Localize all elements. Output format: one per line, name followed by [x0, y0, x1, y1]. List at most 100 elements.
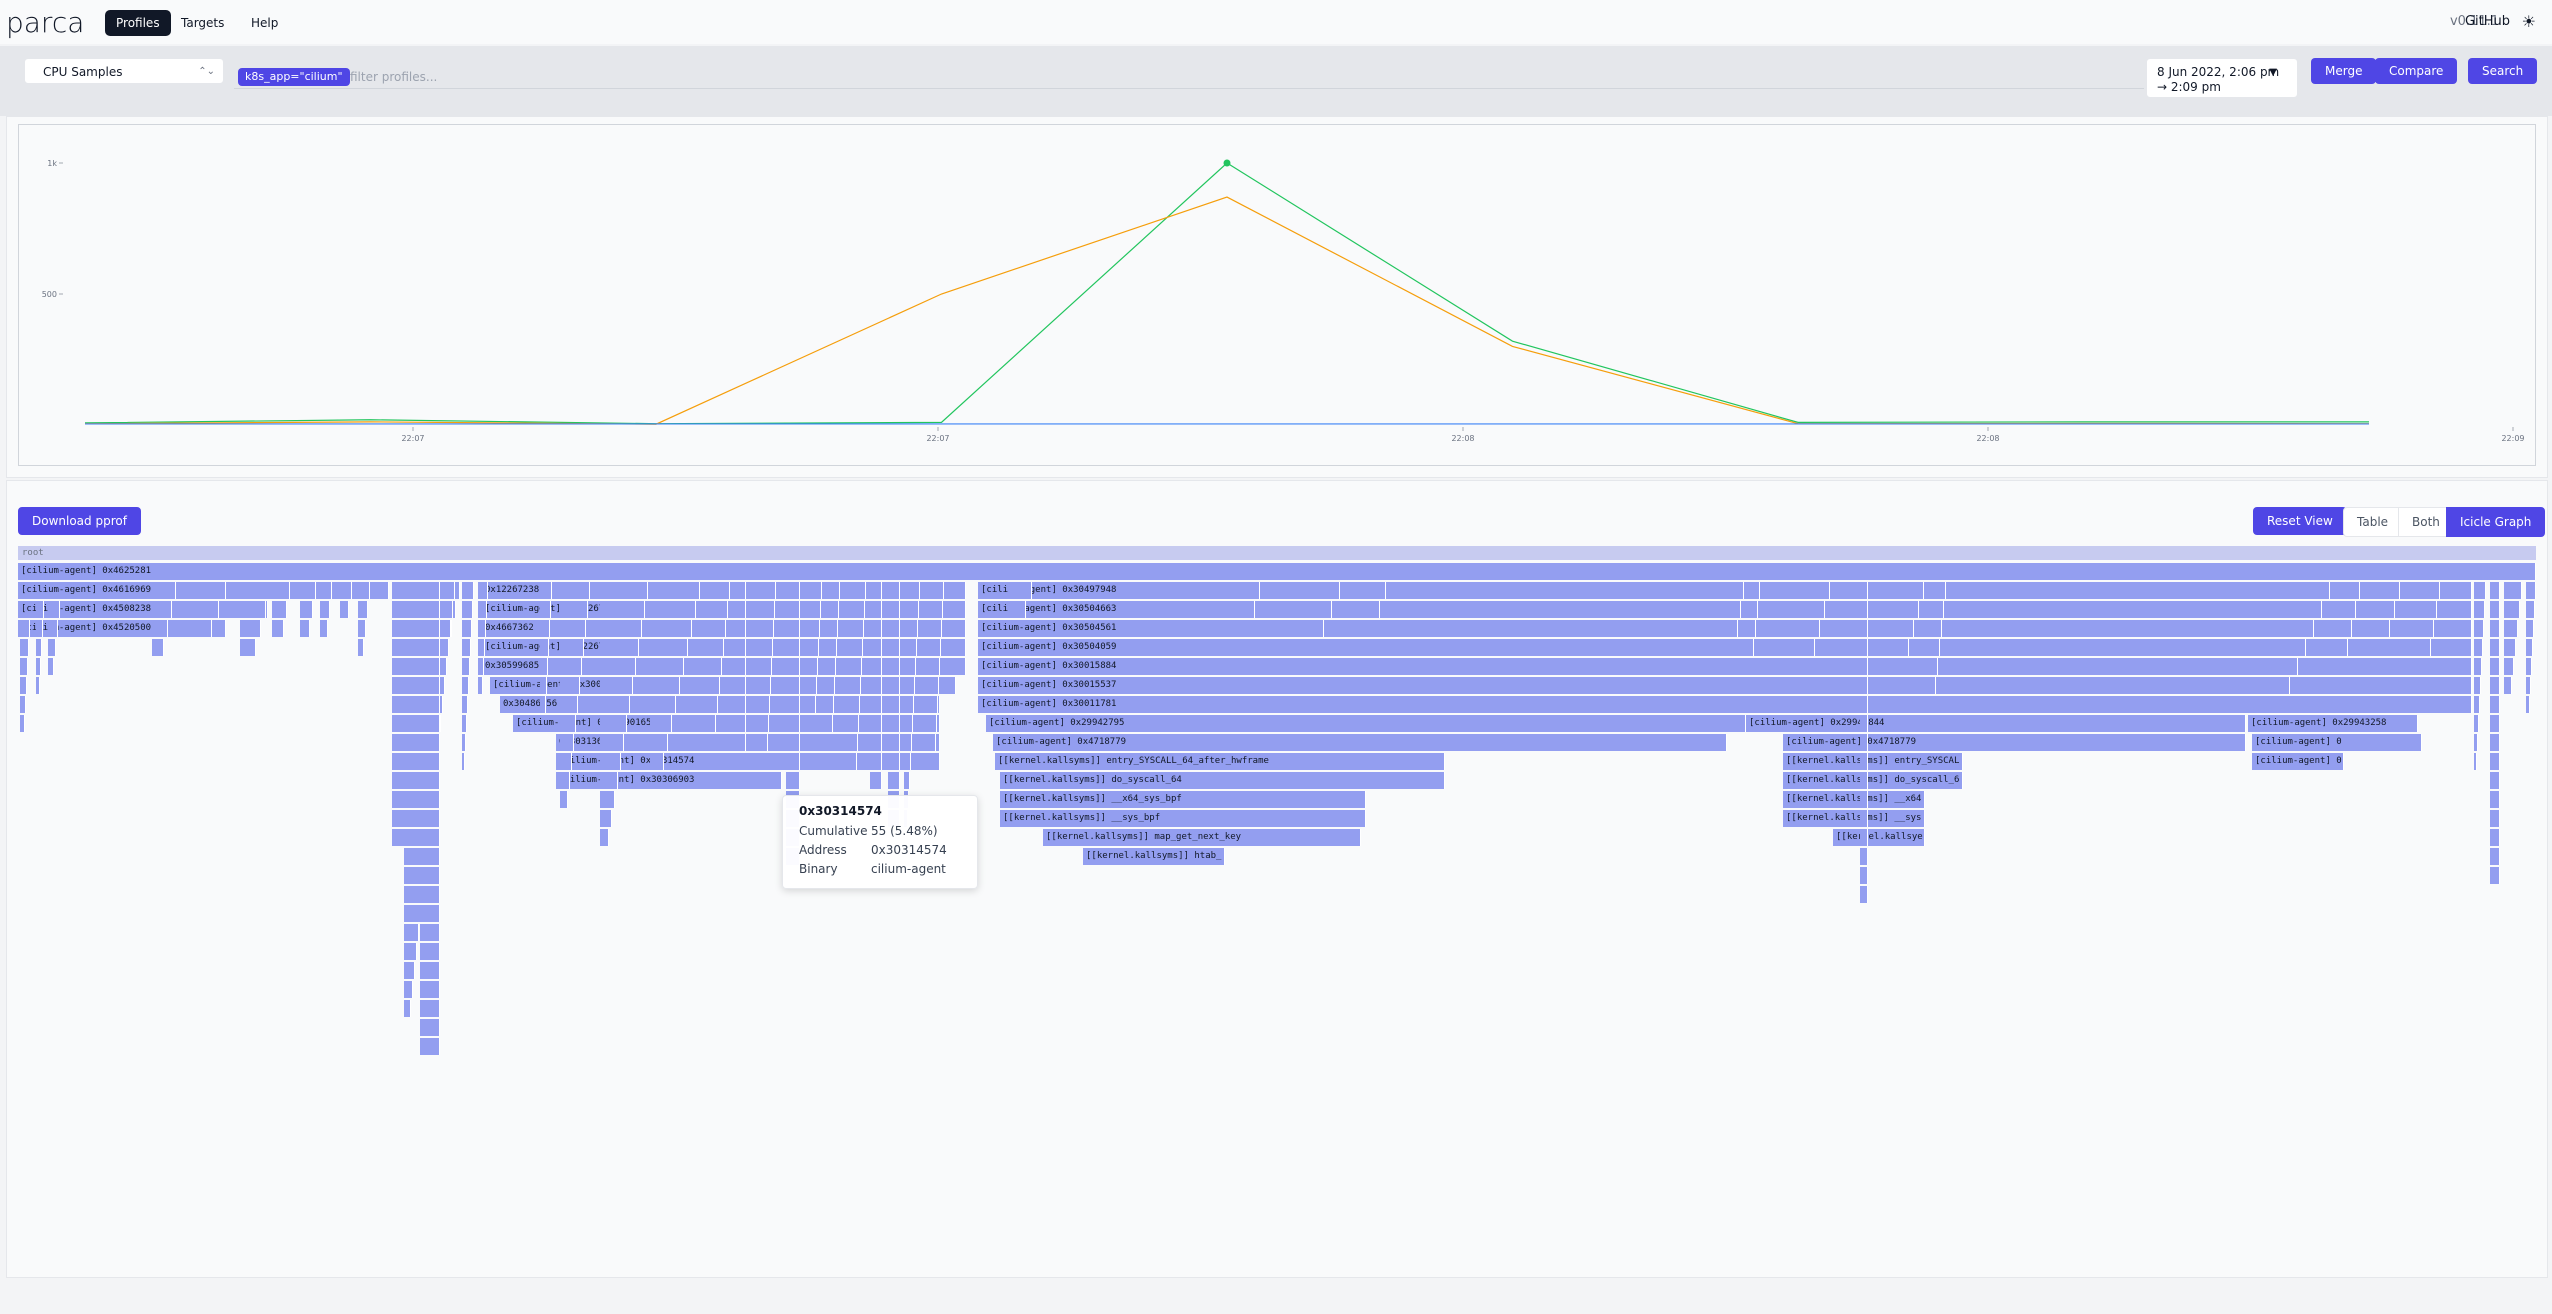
flame-frame-small[interactable]	[846, 601, 865, 618]
flame-frame-small[interactable]	[600, 772, 618, 789]
flame-frame-small[interactable]	[20, 658, 28, 675]
flame-frame-small[interactable]	[1930, 639, 1940, 656]
flame-frame-small[interactable]	[650, 734, 668, 751]
flame-frame[interactable]: [cilium-agent] 0x30011781	[978, 696, 2472, 713]
flame-frame-small[interactable]	[786, 601, 800, 618]
flame-frame-small[interactable]	[786, 715, 800, 732]
flame-frame-small[interactable]	[420, 772, 440, 789]
flame-frame-small[interactable]	[404, 905, 421, 922]
flame-frame-small[interactable]	[420, 1019, 440, 1036]
flame-frame-small[interactable]	[904, 696, 914, 713]
flame-frame-small[interactable]	[560, 715, 576, 732]
flame-frame-small[interactable]	[846, 715, 859, 732]
flame-frame-small[interactable]	[36, 620, 43, 637]
flame-frame-small[interactable]	[2336, 601, 2356, 618]
flame-frame-small[interactable]	[48, 620, 58, 637]
flame-frame-small[interactable]	[420, 1000, 440, 1017]
flame-frame-small[interactable]	[600, 791, 615, 808]
flame-frame-small[interactable]	[2504, 677, 2512, 694]
flame-frame-small[interactable]	[420, 620, 440, 637]
flame-frame-small[interactable]	[600, 601, 645, 618]
flame-frame-small[interactable]	[420, 658, 440, 675]
flame-frame-small[interactable]	[2526, 696, 2530, 713]
flame-frame-small[interactable]	[2474, 658, 2482, 675]
flame-frame-small[interactable]	[540, 658, 548, 675]
flame-frame-small[interactable]	[2336, 582, 2360, 599]
flame-frame-small[interactable]	[888, 639, 900, 656]
flame-frame-small[interactable]	[272, 601, 287, 618]
flame-frame-small[interactable]	[1860, 677, 1868, 694]
flame-frame-small[interactable]	[420, 696, 440, 713]
flame-frame-small[interactable]	[930, 639, 941, 656]
flame-frame-small[interactable]	[812, 677, 817, 694]
flame-frame-small[interactable]	[240, 620, 261, 637]
flame-frame-small[interactable]	[736, 582, 746, 599]
flame-frame-small[interactable]	[704, 715, 716, 732]
flame-frame-small[interactable]	[1860, 696, 1868, 713]
flame-frame-small[interactable]	[420, 829, 440, 846]
flame-frame-small[interactable]	[560, 696, 578, 713]
flame-frame-small[interactable]	[2490, 829, 2500, 846]
flame-frame-small[interactable]	[190, 582, 226, 599]
flame-frame-small[interactable]	[2490, 582, 2500, 599]
flame-frame-small[interactable]	[600, 829, 609, 846]
flame-frame-small[interactable]	[1890, 639, 1909, 656]
flame-frame-small[interactable]	[2260, 677, 2290, 694]
flame-frame[interactable]: [cilium-agent] 0x4520500	[18, 620, 226, 637]
flame-frame-small[interactable]	[152, 639, 164, 656]
flame-frame-small[interactable]	[2490, 848, 2500, 865]
flame-frame-small[interactable]	[540, 696, 546, 713]
flame-frame-small[interactable]	[650, 601, 696, 618]
flame-frame-small[interactable]	[300, 582, 316, 599]
flame-frame-small[interactable]	[650, 582, 700, 599]
flame-frame-small[interactable]	[560, 582, 590, 599]
flame-frame-small[interactable]	[462, 620, 472, 637]
flame-frame-small[interactable]	[812, 582, 822, 599]
flame-frame[interactable]: [cilium-agent] 0x30497948	[978, 582, 2472, 599]
flame-frame-small[interactable]	[904, 582, 920, 599]
flame-frame-small[interactable]	[600, 715, 627, 732]
flame-frame-small[interactable]	[830, 696, 834, 713]
flame-frame-small[interactable]	[600, 753, 621, 770]
flame-frame-small[interactable]	[2260, 620, 2314, 637]
flame-frame-small[interactable]	[2418, 639, 2431, 656]
flame-frame-small[interactable]	[846, 677, 861, 694]
flame-frame-small[interactable]	[2504, 601, 2520, 618]
flame-frame-small[interactable]	[2504, 582, 2522, 599]
flame-frame-small[interactable]	[2490, 639, 2500, 656]
flame-frame-small[interactable]	[420, 677, 440, 694]
flame-frame-small[interactable]	[704, 639, 724, 656]
flame-frame-small[interactable]	[756, 715, 769, 732]
flame-frame-small[interactable]	[812, 620, 820, 637]
flame-frame-small[interactable]	[650, 677, 680, 694]
flame-frame-small[interactable]	[704, 601, 728, 618]
flame-frame-small[interactable]	[600, 810, 612, 827]
flame-frame-small[interactable]	[404, 981, 413, 998]
flame-frame-small[interactable]	[600, 582, 648, 599]
flame-frame-small[interactable]	[2474, 639, 2483, 656]
flame-frame-small[interactable]	[320, 620, 328, 637]
flame-frame-small[interactable]	[2474, 734, 2478, 751]
flame-frame-small[interactable]	[420, 886, 440, 903]
flame-frame-small[interactable]	[2474, 677, 2481, 694]
flame-frame-small[interactable]	[462, 696, 468, 713]
series-line-0[interactable]	[84, 162, 2369, 425]
flame-frame-small[interactable]	[560, 601, 588, 618]
flame-frame-small[interactable]	[2260, 582, 2330, 599]
flame-frame-small[interactable]	[1300, 601, 1332, 618]
query-input[interactable]	[234, 64, 2144, 89]
flame-frame-small[interactable]	[540, 639, 549, 656]
flame-frame-small[interactable]	[786, 696, 800, 713]
flame-frame-small[interactable]	[1240, 582, 1260, 599]
flame-frame-small[interactable]	[2474, 582, 2486, 599]
flame-frame-small[interactable]	[904, 601, 919, 618]
flame-frame-small[interactable]	[888, 658, 900, 675]
flame-frame-small[interactable]	[736, 677, 746, 694]
flame-frame-small[interactable]	[2474, 696, 2480, 713]
flame-frame-small[interactable]	[846, 696, 860, 713]
flame-frame-small[interactable]	[1860, 753, 1868, 770]
flame-frame-small[interactable]	[888, 620, 900, 637]
flame-frame-small[interactable]	[1800, 639, 1815, 656]
flame-frame-small[interactable]	[1930, 620, 1942, 637]
flame-frame-small[interactable]	[846, 582, 866, 599]
